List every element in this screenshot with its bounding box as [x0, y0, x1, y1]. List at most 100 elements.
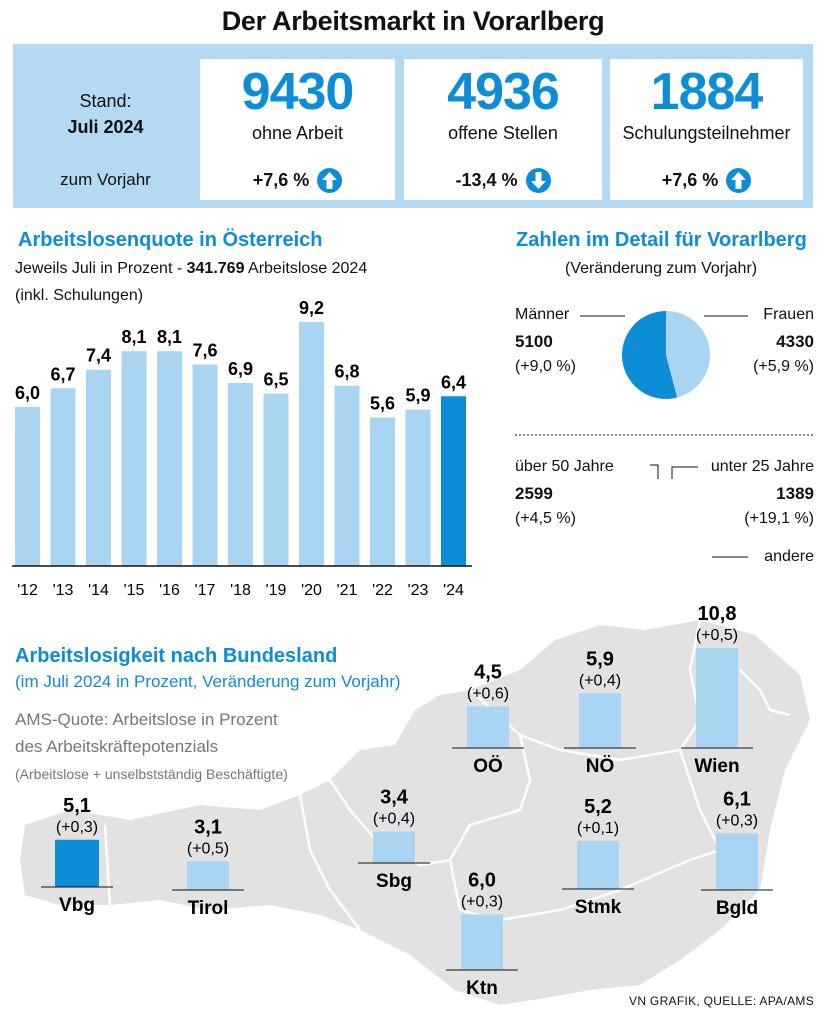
ams-note-3: (Arbeitslose + unselbstständig Beschäfti… — [15, 766, 288, 782]
unter25-label: unter 25 Jahre — [710, 458, 814, 475]
card-label: ohne Arbeit — [251, 123, 344, 143]
quote-year-label: '15 — [124, 582, 145, 599]
quote-year-label: '21 — [337, 582, 358, 599]
quote-value-label: 6,8 — [334, 362, 359, 382]
quote-bar-'14 — [86, 369, 111, 566]
gender-pie-chart — [580, 311, 748, 399]
state-bar-Vbg — [55, 839, 99, 887]
quote-bar-'21 — [334, 385, 360, 566]
ams-note-1: AMS-Quote: Arbeitslose in Prozent — [15, 710, 278, 729]
state-name-label: NÖ — [586, 756, 615, 777]
quote-year-label: '12 — [17, 582, 38, 599]
state-value-label: 3,4 — [380, 787, 409, 809]
state-bar-Wien — [696, 648, 738, 748]
state-value-label: 5,1 — [63, 795, 91, 817]
quote-heading: Arbeitslosenquote in Österreich — [18, 229, 323, 251]
summary-panel: Stand: Juli 2024 zum Vorjahr 9430 ohne A… — [13, 44, 813, 208]
state-name-label: Wien — [694, 756, 739, 777]
quote-sub-bold: 341.769 — [186, 260, 245, 277]
bundesland-heading: Arbeitslosigkeit nach Bundesland — [15, 645, 338, 667]
maenner-change: (+9,0 %) — [515, 358, 576, 375]
stand-prefix: Stand: — [79, 91, 132, 111]
ueber50-value: 2599 — [515, 484, 553, 503]
state-name-label: Ktn — [466, 978, 498, 999]
state-change-label: (+0,3) — [461, 893, 503, 910]
quote-sub-post: Arbeitslose 2024 — [244, 260, 368, 277]
card-schulung: 1884 Schulungsteilnehmer — [610, 59, 803, 169]
state-change-label: (+0,4) — [373, 811, 415, 828]
state-name-label: Bgld — [716, 898, 758, 919]
dotted-divider — [515, 434, 813, 436]
quote-bar-'13 — [50, 388, 76, 566]
quote-year-label: '23 — [408, 582, 429, 599]
arrow-up-icon — [317, 167, 343, 193]
quote-value-label: 6,5 — [263, 370, 288, 390]
quote-year-label: '13 — [53, 582, 74, 599]
quote-bar-'24 — [441, 396, 466, 566]
quote-value-label: 5,6 — [370, 393, 395, 413]
pie-slice-frauen — [666, 311, 711, 398]
source-note: VN GRAFIK, QUELLE: APA/AMS — [629, 994, 814, 1008]
quote-bar-chart: 6,0 '12 6,7 '13 7,4 '14 8,1 '15 8,1 '16 7,6 '17 6,9 '… — [12, 300, 472, 599]
bundesland-bar-chart: (+0,3) 5,1 Vbg (+0,5) 3,1 Tirol (+0,4) 3,4 Sbg (+… — [41, 603, 773, 999]
card-change-ohne-arbeit: +7,6 % — [200, 160, 395, 200]
unter25-value: 1389 — [776, 484, 814, 503]
quote-value-label: 5,9 — [405, 386, 430, 406]
age-pie-chart — [650, 464, 748, 558]
arrow-down-icon — [525, 167, 551, 193]
card-value: 1884 — [650, 63, 764, 121]
state-value-label: 6,1 — [723, 789, 751, 811]
quote-year-label: '14 — [88, 582, 109, 599]
card-change-offene-stellen: -13,4 % — [404, 160, 602, 200]
quote-year-label: '19 — [266, 582, 287, 599]
leader-line-ueber50 — [650, 464, 659, 479]
state-value-label: 3,1 — [194, 816, 222, 838]
card-change-schulung: +7,6 % — [610, 160, 803, 200]
state-name-label: Tirol — [188, 898, 229, 919]
state-bar-Tirol — [187, 861, 229, 890]
detail-subtitle: (Veränderung zum Vorjahr) — [565, 260, 758, 277]
quote-value-label: 6,7 — [50, 364, 75, 384]
unter25-change: (+19,1 %) — [744, 510, 814, 527]
state-change-label: (+0,3) — [716, 813, 758, 830]
state-change-label: (+0,5) — [696, 627, 738, 644]
quote-value-label: 8,1 — [157, 327, 182, 347]
maenner-value: 5100 — [515, 332, 553, 351]
quote-value-label: 7,4 — [86, 346, 111, 366]
state-bar-Bgld — [716, 833, 758, 890]
state-name-label: Sbg — [376, 871, 412, 892]
quote-year-label: '17 — [195, 582, 216, 599]
quote-sub-pre: Jeweils Juli in Prozent - — [15, 260, 187, 277]
ueber50-change: (+4,5 %) — [515, 510, 576, 527]
state-bar-Stmk — [577, 840, 619, 889]
andere-label: andere — [764, 548, 814, 565]
state-name-label: Stmk — [575, 897, 622, 918]
state-bar-Sbg — [373, 831, 415, 863]
state-name-label: Vbg — [59, 895, 95, 916]
quote-year-label: '22 — [372, 582, 393, 599]
quote-subtitle-2: (inkl. Schulungen) — [15, 287, 144, 304]
frauen-change: (+5,9 %) — [753, 358, 814, 375]
page-title: Der Arbeitsmarkt in Vorarlberg — [221, 6, 605, 36]
quote-year-label: '18 — [230, 582, 251, 599]
maenner-label: Männer — [515, 306, 570, 323]
change-value: +7,6 % — [252, 170, 310, 190]
state-change-label: (+0,3) — [56, 819, 98, 836]
card-value: 4936 — [447, 63, 560, 121]
quote-subtitle: Jeweils Juli in Prozent - 341.769 Arbeit… — [15, 257, 367, 281]
quote-value-label: 8,1 — [121, 327, 146, 347]
state-value-label: 6,0 — [468, 869, 496, 891]
change-value: -13,4 % — [455, 170, 518, 190]
state-bar-NÖ — [579, 693, 621, 748]
quote-value-label: 7,6 — [192, 340, 217, 360]
state-name-label: OÖ — [473, 756, 503, 777]
state-bar-OÖ — [467, 706, 509, 748]
ams-note-2: des Arbeitskräftepotenzials — [15, 737, 219, 756]
quote-bar-'19 — [263, 393, 289, 566]
quote-value-label: 6,4 — [441, 372, 466, 392]
change-value: +7,6 % — [661, 170, 719, 190]
pie-slice-andere — [666, 500, 702, 528]
state-change-label: (+0,5) — [187, 840, 229, 857]
quote-year-label: '24 — [443, 582, 464, 599]
quote-value-label: 6,9 — [228, 359, 253, 379]
